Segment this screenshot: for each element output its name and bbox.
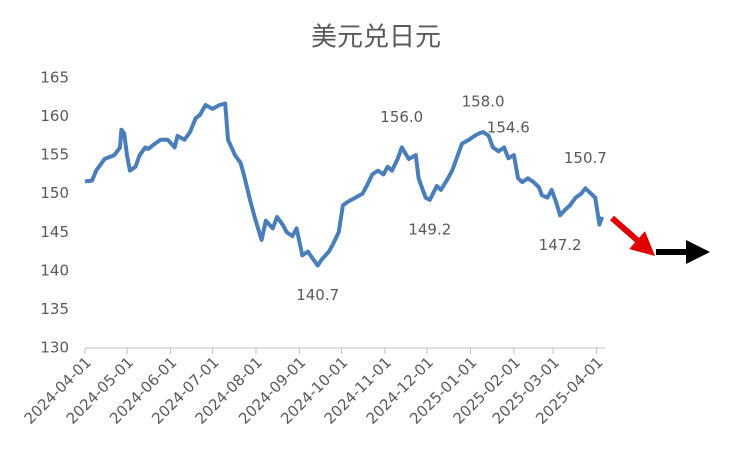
annotation: 150.7 xyxy=(564,149,607,167)
y-tick-label: 160 xyxy=(40,107,69,125)
annotation: 149.2 xyxy=(408,220,451,238)
chart-title: 美元兑日元 xyxy=(311,23,441,53)
y-tick-label: 165 xyxy=(40,69,69,87)
annotation: 156.0 xyxy=(380,108,423,126)
y-tick-label: 145 xyxy=(40,223,69,241)
y-tick-label: 135 xyxy=(40,300,69,318)
y-tick-label: 150 xyxy=(40,184,69,202)
annotation: 158.0 xyxy=(462,93,505,111)
line-series xyxy=(84,101,605,268)
trend-arrow xyxy=(610,215,655,256)
annotation: 147.2 xyxy=(539,236,582,254)
y-tick-label: 140 xyxy=(40,261,69,279)
y-tick-label: 130 xyxy=(40,339,69,357)
annotation: 140.7 xyxy=(296,286,339,304)
y-tick-label: 155 xyxy=(40,146,69,164)
annotation: 154.6 xyxy=(487,119,530,137)
